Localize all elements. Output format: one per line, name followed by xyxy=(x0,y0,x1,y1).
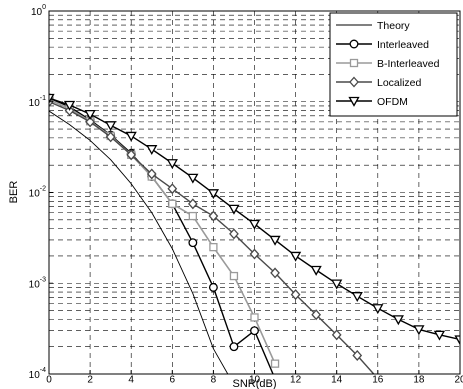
data-point-localized xyxy=(249,248,260,260)
data-point-localized xyxy=(167,183,178,195)
x-tick-label: 16 xyxy=(372,374,384,385)
data-point-localized xyxy=(311,309,322,321)
x-tick-label: 12 xyxy=(290,374,302,385)
data-point-ofdm xyxy=(146,145,158,156)
x-axis-label: SNR(dB) xyxy=(232,378,276,389)
legend-marker-ofdm xyxy=(348,96,360,107)
data-point-interleaved xyxy=(229,342,239,352)
y-axis-label: BER xyxy=(8,181,20,204)
y-tick-label: 10-2 xyxy=(29,186,46,200)
data-point-localized xyxy=(187,198,198,210)
series-ofdm xyxy=(49,93,460,346)
data-point-ofdm xyxy=(289,251,302,262)
legend-label-interleaved: Interleaved xyxy=(377,39,429,51)
data-point-ofdm xyxy=(84,110,96,120)
data-point-interleaved xyxy=(188,238,198,248)
y-tick-label: 10-3 xyxy=(29,276,46,290)
legend-label-b-interleaved: B-Interleaved xyxy=(377,58,440,70)
data-point-b-interleaved xyxy=(270,359,280,368)
data-point-ofdm xyxy=(63,100,76,111)
data-point-b-interleaved xyxy=(229,271,239,281)
legend-label-localized: Localized xyxy=(377,77,422,89)
data-point-ofdm xyxy=(228,204,240,215)
data-point-b-interleaved xyxy=(250,313,259,322)
x-tick-label: 6 xyxy=(170,374,176,385)
legend: Theory Interleaved B-Interleaved Localized O… xyxy=(329,12,458,117)
data-point-ofdm xyxy=(331,279,343,290)
data-point-localized xyxy=(352,349,363,361)
data-point-b-interleaved xyxy=(209,242,218,252)
data-point-localized xyxy=(331,329,342,341)
data-point-ofdm xyxy=(372,304,384,315)
series-localized xyxy=(49,96,375,374)
legend-marker-b-interleaved xyxy=(349,58,359,68)
data-point-ofdm xyxy=(269,235,281,246)
data-point-localized xyxy=(290,289,301,301)
x-tick-label: 18 xyxy=(413,374,425,385)
ticks: 0 2 4 6 8 10 12 14 16 18 20 10-4 10-3 10-2 10-1 100 xyxy=(29,4,463,385)
legend-label-theory: Theory xyxy=(377,20,410,32)
legend-marker-localized xyxy=(349,76,359,88)
series-layer xyxy=(49,93,460,374)
y-tick-label: 10-1 xyxy=(29,95,46,109)
data-point-localized xyxy=(229,228,239,240)
legend-label-ofdm: OFDM xyxy=(377,96,408,108)
data-point-ofdm xyxy=(187,173,199,184)
data-point-ofdm xyxy=(105,121,117,132)
x-tick-label: 14 xyxy=(331,374,343,385)
x-tick-label: 0 xyxy=(46,374,52,385)
y-tick-label: 10-4 xyxy=(29,367,46,381)
data-point-ofdm xyxy=(454,335,460,346)
data-point-localized xyxy=(146,168,157,180)
x-tick-label: 2 xyxy=(87,374,93,385)
y-tick-label: 100 xyxy=(31,4,46,18)
series-line-theory xyxy=(49,110,229,374)
data-point-ofdm xyxy=(413,325,425,336)
data-point-ofdm xyxy=(433,330,446,341)
data-point-localized xyxy=(105,131,116,143)
data-point-b-interleaved xyxy=(188,211,198,221)
data-point-b-interleaved xyxy=(168,199,177,208)
x-tick-label: 4 xyxy=(128,374,134,385)
data-point-ofdm xyxy=(166,159,178,170)
series-theory xyxy=(49,110,229,374)
x-tick-label: 10 xyxy=(249,374,261,385)
data-point-interleaved xyxy=(250,326,259,336)
data-point-ofdm xyxy=(207,189,220,200)
data-point-ofdm xyxy=(310,265,322,276)
data-point-ofdm xyxy=(392,315,404,326)
data-point-interleaved xyxy=(208,282,218,292)
data-point-localized xyxy=(85,116,95,128)
x-tick-label: 8 xyxy=(211,374,217,385)
data-point-ofdm xyxy=(125,131,137,142)
legend-marker-interleaved xyxy=(349,39,359,49)
data-point-localized xyxy=(208,210,219,222)
x-tick-label: 20 xyxy=(454,374,463,385)
data-point-ofdm xyxy=(49,93,55,104)
data-point-ofdm xyxy=(351,292,363,303)
data-point-localized xyxy=(270,267,280,279)
data-point-localized xyxy=(126,149,137,161)
data-point-ofdm xyxy=(248,219,261,230)
